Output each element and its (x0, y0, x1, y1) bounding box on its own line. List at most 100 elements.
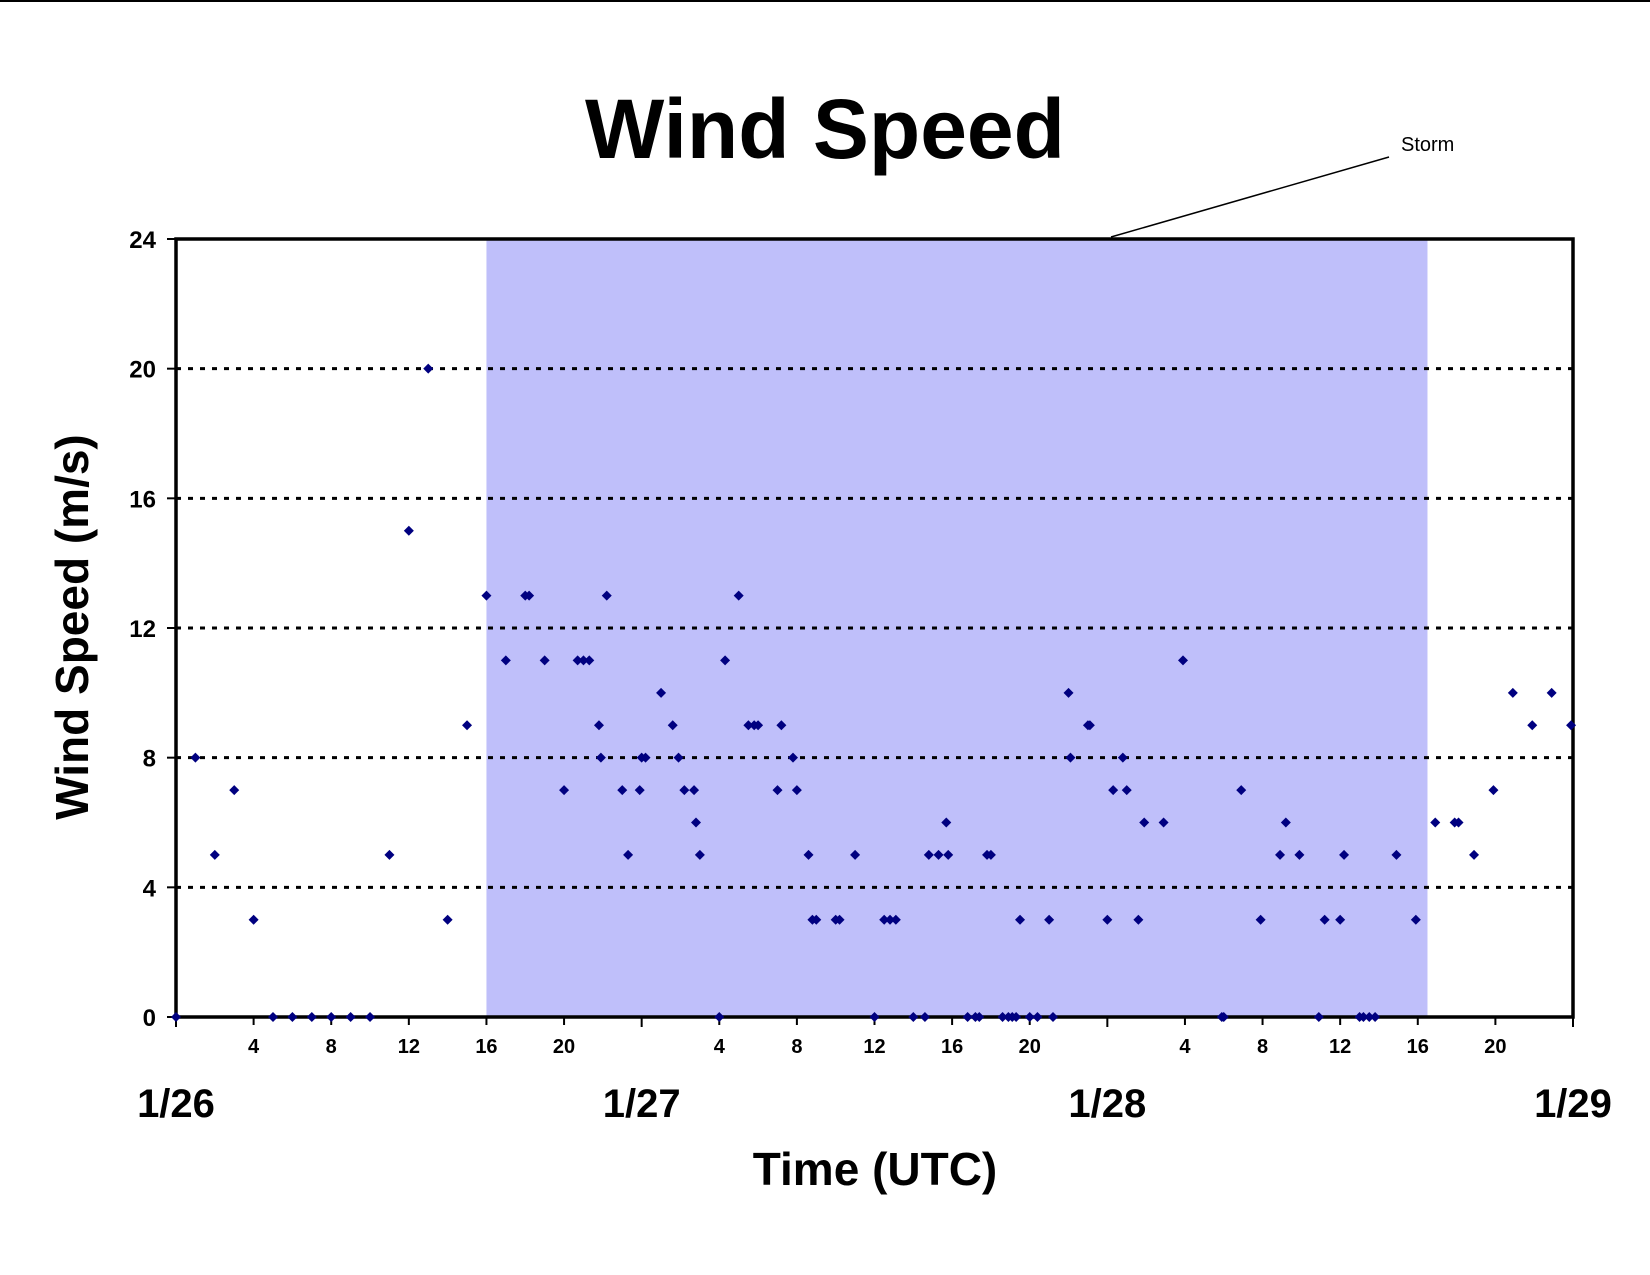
x-hour-tick-label: 20 (553, 1036, 575, 1058)
data-point (1063, 687, 1074, 698)
data-point (689, 785, 700, 796)
data-point (869, 1012, 880, 1022)
data-point (1044, 914, 1055, 925)
data-point (673, 752, 684, 763)
x-date-tick-label: 1/27 (603, 1082, 681, 1126)
data-point (1236, 785, 1247, 796)
y-tick-label: 16 (129, 486, 156, 513)
data-point (1546, 687, 1557, 698)
data-point (326, 1012, 337, 1022)
data-point (714, 1012, 725, 1022)
data-point (403, 525, 414, 536)
data-point (539, 655, 550, 666)
data-point (890, 914, 901, 925)
y-tick-label: 24 (129, 227, 156, 254)
data-point (933, 849, 944, 860)
data-point (1178, 655, 1189, 666)
x-hour-tick-label: 20 (1484, 1036, 1506, 1058)
data-point (524, 590, 535, 601)
storm-annotation-label: Storm (1401, 134, 1454, 156)
y-axis-title: Wind Speed (m/s) (46, 434, 98, 820)
data-point (1410, 914, 1421, 925)
data-point (1339, 849, 1350, 860)
data-point (1255, 914, 1266, 925)
data-point (772, 785, 783, 796)
data-point (941, 817, 952, 828)
plot-area: 0 4 8 12 16 20 24 4 8 12 16 20 4 8 12 16 20 4 8 12 16 20 1/26 1… (129, 227, 1612, 1126)
data-point (962, 1012, 973, 1022)
x-hour-tick-label: 12 (863, 1036, 885, 1058)
data-point (1084, 720, 1095, 731)
data-point (850, 849, 861, 860)
storm-annotation-leader (1110, 156, 1390, 238)
data-point (1158, 817, 1169, 828)
data-point (1280, 817, 1291, 828)
y-tick-label: 4 (143, 875, 157, 902)
data-point (1391, 849, 1402, 860)
data-point (743, 720, 754, 731)
data-point (578, 655, 589, 666)
data-point (190, 752, 201, 763)
data-point (1065, 752, 1076, 763)
data-point (572, 655, 583, 666)
data-point (481, 590, 492, 601)
x-hour-tick-label: 12 (1329, 1036, 1351, 1058)
data-point (442, 914, 453, 925)
data-point (559, 785, 570, 796)
data-point (1319, 914, 1330, 925)
x-hour-tick-label: 8 (326, 1036, 337, 1058)
data-point (690, 817, 701, 828)
x-hour-tick-label: 20 (1019, 1036, 1041, 1058)
data-point (908, 1012, 919, 1022)
data-point (667, 720, 678, 731)
data-point (1102, 914, 1113, 925)
data-point (1294, 849, 1305, 860)
x-hour-tick-label: 4 (248, 1036, 260, 1058)
x-date-tick-label: 1/29 (1534, 1082, 1612, 1126)
data-point (720, 655, 731, 666)
data-point (584, 655, 595, 666)
data-point (1453, 817, 1464, 828)
data-point (1032, 1012, 1043, 1022)
x-hour-tick-label: 16 (941, 1036, 963, 1058)
data-point (776, 720, 787, 731)
data-point (500, 655, 511, 666)
top-border-rule (0, 0, 1650, 2)
data-point (974, 1012, 985, 1022)
data-point (834, 914, 845, 925)
data-point (1048, 1012, 1059, 1022)
data-point (879, 914, 890, 925)
chart-title: Wind Speed (585, 82, 1065, 176)
data-point (1015, 914, 1026, 925)
y-tick-label: 0 (143, 1005, 156, 1032)
data-point (753, 720, 764, 731)
data-point (593, 720, 604, 731)
data-point (1024, 1012, 1035, 1022)
data-point (679, 785, 690, 796)
data-point (656, 687, 667, 698)
data-point (1370, 1012, 1381, 1022)
x-hour-tick-label: 8 (1257, 1036, 1268, 1058)
data-point (943, 849, 954, 860)
data-point (1507, 687, 1518, 698)
data-point (1218, 1012, 1229, 1022)
data-point (1469, 849, 1480, 860)
data-point (365, 1012, 376, 1022)
data-point (694, 849, 705, 860)
data-point (1139, 817, 1150, 828)
data-point (171, 1012, 181, 1022)
x-hour-tick-label: 4 (1179, 1036, 1191, 1058)
data-point (1108, 785, 1119, 796)
data-point (923, 849, 934, 860)
data-point (1430, 817, 1441, 828)
data-point (985, 849, 996, 860)
data-point (462, 720, 473, 731)
data-point (885, 914, 896, 925)
data-point (306, 1012, 317, 1022)
data-point (229, 785, 240, 796)
data-point (1335, 914, 1346, 925)
data-point (423, 363, 434, 374)
data-point (1133, 914, 1144, 925)
y-tick-label: 8 (143, 746, 156, 773)
